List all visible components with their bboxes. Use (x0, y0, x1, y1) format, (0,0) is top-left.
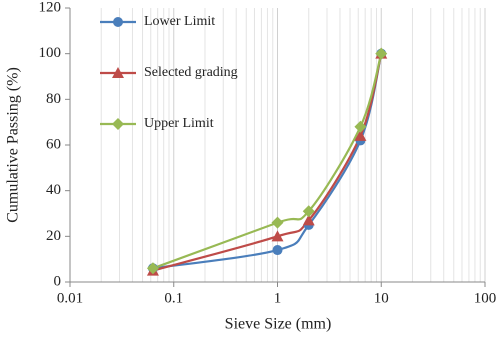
marker (112, 67, 124, 78)
legend-label: Lower Limit (144, 14, 215, 29)
x-tick-label: 0.01 (57, 290, 83, 306)
marker (354, 129, 367, 141)
y-tick-label: 120 (39, 0, 62, 15)
legend-label: Selected grading (144, 65, 238, 80)
y-tick-label: 80 (46, 91, 61, 107)
y-axis-title: Cumulative Passing (%) (5, 67, 22, 223)
marker (354, 120, 367, 133)
marker (271, 230, 284, 242)
y-tick-label: 60 (46, 136, 61, 152)
marker (113, 17, 123, 27)
y-tick-label: 0 (54, 273, 62, 289)
y-tick-label: 100 (39, 45, 62, 61)
marker (271, 216, 284, 229)
x-axis-title: Sieve Size (mm) (225, 316, 332, 333)
x-tick-label: 0.1 (164, 290, 183, 306)
x-tick-label: 100 (474, 290, 497, 306)
marker (375, 47, 388, 60)
marker (302, 214, 315, 226)
x-tick-label: 1 (274, 290, 282, 306)
marker (146, 262, 159, 275)
marker (112, 118, 124, 130)
marker (272, 245, 283, 256)
y-tick-label: 20 (46, 228, 61, 244)
y-tick-label: 40 (46, 182, 61, 198)
marker (302, 205, 315, 218)
legend-label: Upper Limit (144, 116, 214, 131)
x-tick-label: 10 (374, 290, 389, 306)
